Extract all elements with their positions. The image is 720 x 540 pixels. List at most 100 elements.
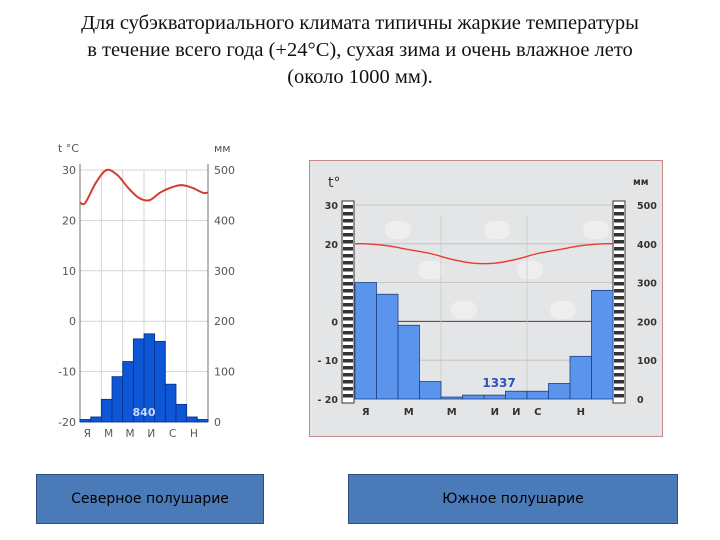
north-precip-tick: 500 xyxy=(214,164,235,177)
south-precip-bar xyxy=(591,289,614,400)
south-left-ruler-stripe xyxy=(343,247,353,251)
south-month-label: И xyxy=(491,407,499,418)
south-right-ruler-stripe xyxy=(614,331,624,335)
south-right-ruler-stripe xyxy=(614,275,624,279)
south-precip-bar xyxy=(419,381,442,400)
south-temp-tick: 30 xyxy=(325,201,339,212)
south-precip-bar xyxy=(526,390,549,400)
north-precip-bar xyxy=(90,416,102,423)
south-texture-spot xyxy=(484,221,510,239)
north-precip-bar xyxy=(100,398,113,423)
page-title: Для субэкваториального климата типичны ж… xyxy=(20,10,700,91)
south-precip-tick: 300 xyxy=(637,279,657,290)
south-left-ruler-stripe xyxy=(343,359,353,363)
south-right-ruler-stripe xyxy=(614,338,624,342)
south-total-label: 1337 xyxy=(482,376,515,390)
north-total-label: 840 xyxy=(133,406,156,419)
south-left-ruler-stripe xyxy=(343,289,353,293)
south-right-ruler-stripe xyxy=(614,324,624,328)
south-left-ruler-stripe xyxy=(343,310,353,314)
south-left-ruler-stripe xyxy=(343,345,353,349)
north-month-label: Я xyxy=(84,428,91,440)
north-precip-axis-label: мм xyxy=(214,142,231,155)
north-temp-tick: 20 xyxy=(62,214,76,227)
south-temp-tick: 0 xyxy=(331,317,338,328)
south-left-ruler-stripe xyxy=(343,205,353,209)
south-right-ruler-stripe xyxy=(614,310,624,314)
south-right-ruler-stripe xyxy=(614,261,624,265)
south-temp-axis-label: t° xyxy=(328,175,341,191)
south-right-ruler-stripe xyxy=(614,373,624,377)
north-precip-tick: 400 xyxy=(214,214,235,227)
south-left-ruler-stripe xyxy=(343,254,353,258)
north-temp-tick: -20 xyxy=(58,416,76,429)
north-precip-bar xyxy=(79,419,92,423)
north-month-label: Н xyxy=(190,428,198,440)
south-right-ruler-stripe xyxy=(614,233,624,237)
south-right-ruler-stripe xyxy=(614,296,624,300)
south-precip-bar xyxy=(462,394,485,400)
south-right-ruler-stripe xyxy=(614,226,624,230)
south-right-ruler-stripe xyxy=(614,268,624,272)
south-left-ruler-stripe xyxy=(343,331,353,335)
south-right-ruler-stripe xyxy=(614,282,624,286)
south-left-ruler-stripe xyxy=(343,352,353,356)
south-precip-bar xyxy=(483,394,506,400)
south-right-ruler-stripe xyxy=(614,303,624,307)
south-hemisphere-button[interactable]: Южное полушарие xyxy=(348,474,678,524)
south-left-ruler-stripe xyxy=(343,317,353,321)
north-temp-axis-label: t °C xyxy=(58,142,79,155)
north-precip-tick: 0 xyxy=(214,416,221,429)
south-right-ruler-stripe xyxy=(614,380,624,384)
south-right-ruler-stripe xyxy=(614,317,624,321)
north-hemisphere-button[interactable]: Северное полушарие xyxy=(36,474,264,524)
south-right-ruler-stripe xyxy=(614,366,624,370)
title-line-1: Для субэкваториального климата типичны ж… xyxy=(81,12,639,34)
south-texture-spot xyxy=(418,261,444,279)
south-left-ruler-stripe xyxy=(343,275,353,279)
south-left-ruler-stripe xyxy=(343,387,353,391)
north-temp-tick: -10 xyxy=(58,366,76,379)
title-line-2: в течение всего года (+24°С), сухая зима… xyxy=(87,39,633,61)
south-temperature-line xyxy=(354,242,614,265)
south-left-ruler xyxy=(341,200,355,404)
south-left-ruler-stripe xyxy=(343,380,353,384)
south-right-ruler-stripe xyxy=(614,240,624,244)
south-precip-tick: 100 xyxy=(637,356,657,367)
south-month-label: М xyxy=(447,407,457,418)
south-left-ruler-stripe xyxy=(343,240,353,244)
north-temp-tick: 0 xyxy=(69,315,76,328)
south-precip-bar xyxy=(354,282,377,400)
south-precip-bar xyxy=(376,293,399,400)
south-precip-tick: 500 xyxy=(637,201,657,212)
north-temperature-line xyxy=(79,168,209,206)
south-left-ruler-stripe xyxy=(343,219,353,223)
south-left-ruler-stripe xyxy=(343,338,353,342)
south-month-label: Н xyxy=(577,407,585,418)
north-month-label: С xyxy=(169,428,176,440)
south-right-ruler-stripe xyxy=(614,289,624,293)
south-month-label: И xyxy=(512,407,520,418)
south-precip-tick: 200 xyxy=(637,317,657,328)
south-left-ruler-stripe xyxy=(343,394,353,398)
south-left-ruler-stripe xyxy=(343,373,353,377)
south-left-ruler-stripe xyxy=(343,212,353,216)
north-month-label: М xyxy=(104,428,113,440)
north-precip-tick: 200 xyxy=(214,315,235,328)
south-left-ruler-stripe xyxy=(343,282,353,286)
south-left-ruler-stripe xyxy=(343,296,353,300)
south-left-ruler-stripe xyxy=(343,226,353,230)
north-precip-bar xyxy=(196,419,209,423)
south-month-label: М xyxy=(404,407,414,418)
south-month-label: С xyxy=(534,407,541,418)
south-right-ruler-stripe xyxy=(614,394,624,398)
north-precip-bar xyxy=(154,340,166,423)
south-left-ruler-stripe xyxy=(343,303,353,307)
south-texture-spot xyxy=(550,301,576,319)
south-right-ruler-stripe xyxy=(614,219,624,223)
south-right-ruler-stripe xyxy=(614,345,624,349)
south-left-ruler-stripe xyxy=(343,324,353,328)
north-precip-bar xyxy=(175,403,188,423)
